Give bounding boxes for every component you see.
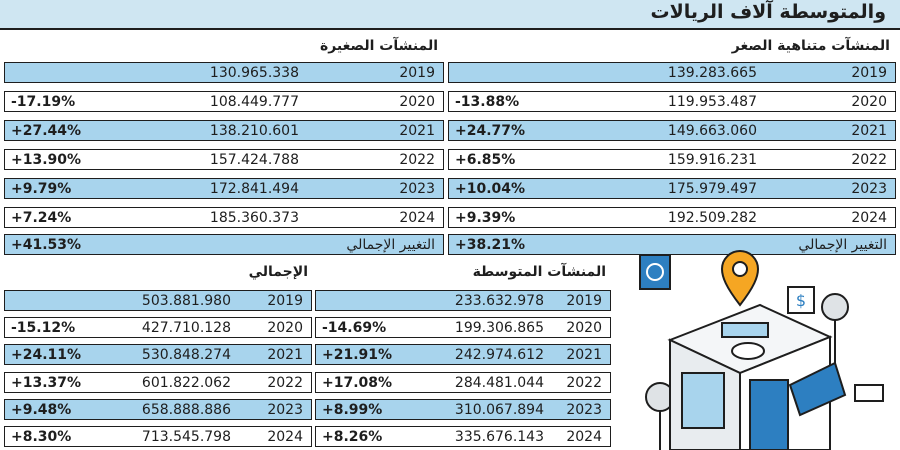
table-row: 2023 310.067.894 +8.99% — [315, 399, 611, 420]
table-row: 2020 199.306.865 -14.69% — [315, 317, 611, 338]
table-row: 2020 119.953.487 -13.88% — [448, 91, 896, 112]
small-title: المنشآت الصغيرة — [319, 38, 438, 54]
table-row: 2023 175.979.497 +10.04% — [448, 178, 896, 199]
total-table: 2019 503.881.980 2020 427.710.128 -15.12… — [4, 290, 312, 450]
table-row: 2022 601.822.062 +13.37% — [4, 372, 312, 393]
table-row: 2024 335.676.143 +8.26% — [315, 426, 611, 447]
table-row: 2020 108.449.777 -17.19% — [4, 91, 444, 112]
table-row: 2022 157.424.788 +13.90% — [4, 149, 444, 170]
table-row: 2020 427.710.128 -15.12% — [4, 317, 312, 338]
table-row: 2021 149.663.060 +24.77% — [448, 120, 896, 141]
shop-illustration: $ — [639, 250, 884, 450]
micro-table: 2019 139.283.665 2020 119.953.487 -13.88… — [448, 62, 896, 256]
table-row: 2021 242.974.612 +21.91% — [315, 344, 611, 365]
table-row: 2024 713.545.798 +8.30% — [4, 426, 312, 447]
table-row: 2022 284.481.044 +17.08% — [315, 372, 611, 393]
page-title: والمتوسطة آلاف الريالات — [650, 1, 886, 23]
location-pin-icon — [720, 250, 760, 307]
shop-icon — [667, 303, 847, 450]
tree-icon — [821, 293, 849, 375]
total-title: الإجمالي — [248, 264, 308, 280]
micro-title: المنشآت متناهية الصغر — [731, 38, 890, 54]
table-row: 2021 138.210.601 +27.44% — [4, 120, 444, 141]
small-table: 2019 130.965.338 2020 108.449.777 -17.19… — [4, 62, 444, 256]
table-row: 2019 503.881.980 — [4, 290, 312, 311]
chart-sign-icon — [639, 254, 671, 290]
header-bar: والمتوسطة آلاف الريالات — [0, 0, 900, 30]
table-row: 2022 159.916.231 +6.85% — [448, 149, 896, 170]
dollar-sign-icon: $ — [787, 286, 815, 314]
total-change-row: التغيير الإجمالي +41.53% — [4, 234, 444, 255]
svg-text:$: $ — [796, 291, 806, 310]
table-row: 2019 233.632.978 — [315, 290, 611, 311]
medium-table: 2019 233.632.978 2020 199.306.865 -14.69… — [315, 290, 611, 450]
table-row: 2023 658.888.886 +9.48% — [4, 399, 312, 420]
medium-title: المنشآت المتوسطة — [472, 264, 606, 280]
table-row: 2024 192.509.282 +9.39% — [448, 207, 896, 228]
table-row: 2021 530.848.274 +24.11% — [4, 344, 312, 365]
total-change-row: التغيير الإجمالي +38.21% — [448, 234, 896, 255]
table-row: 2023 172.841.494 +9.79% — [4, 178, 444, 199]
table-row: 2019 139.283.665 — [448, 62, 896, 83]
table-row: 2019 130.965.338 — [4, 62, 444, 83]
table-row: 2024 185.360.373 +7.24% — [4, 207, 444, 228]
